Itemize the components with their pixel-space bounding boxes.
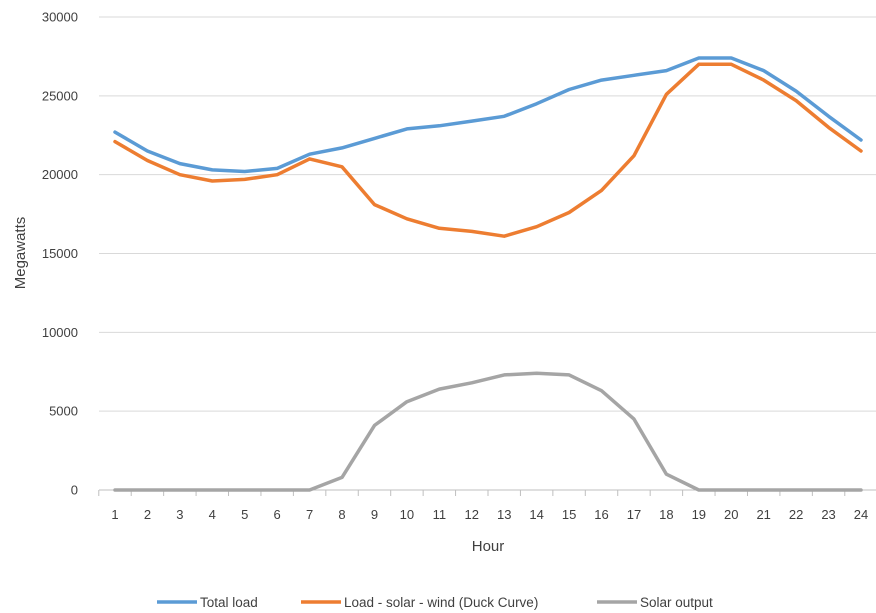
legend-label: Solar output <box>640 595 713 610</box>
series-line-duck-curve <box>113 62 863 238</box>
series-line-solar-output <box>113 371 863 492</box>
x-tick-label: 5 <box>241 507 248 522</box>
x-tick-label: 24 <box>854 507 868 522</box>
x-tick-label: 16 <box>594 507 608 522</box>
x-tick-label: 13 <box>497 507 511 522</box>
y-tick-label: 0 <box>71 483 78 498</box>
y-axis-title: Megawatts <box>12 217 29 290</box>
x-tick-label: 1 <box>111 507 118 522</box>
x-tick-label: 12 <box>465 507 479 522</box>
y-tick-label: 30000 <box>42 10 78 25</box>
x-tick-label: 23 <box>821 507 835 522</box>
y-axis-tick-labels: 0 5000 10000 15000 20000 25000 30000 <box>42 10 78 498</box>
x-tick-label: 21 <box>756 507 770 522</box>
x-tick-label: 9 <box>371 507 378 522</box>
legend: Total load Load - solar - wind (Duck Curv… <box>157 595 713 610</box>
x-tick-label: 15 <box>562 507 576 522</box>
x-tick-label: 3 <box>176 507 183 522</box>
x-axis-title: Hour <box>472 538 505 555</box>
x-tick-label: 20 <box>724 507 738 522</box>
x-tick-label: 22 <box>789 507 803 522</box>
legend-label: Total load <box>200 595 258 610</box>
gridlines <box>99 16 876 412</box>
x-tick-label: 4 <box>209 507 216 522</box>
x-tick-label: 7 <box>306 507 313 522</box>
x-tick-label: 6 <box>274 507 281 522</box>
series-lines <box>113 56 863 492</box>
y-tick-label: 5000 <box>49 404 78 419</box>
x-tick-label: 19 <box>692 507 706 522</box>
x-tick-label: 2 <box>144 507 151 522</box>
y-tick-label: 25000 <box>42 88 78 103</box>
y-tick-label: 10000 <box>42 325 78 340</box>
y-tick-label: 15000 <box>42 246 78 261</box>
y-tick-label: 20000 <box>42 167 78 182</box>
series-line-total-load <box>113 56 863 174</box>
x-tick-label: 11 <box>433 507 447 522</box>
x-tick-label: 10 <box>400 507 414 522</box>
x-tick-label: 18 <box>659 507 673 522</box>
x-tick-label: 17 <box>627 507 641 522</box>
legend-label: Load - solar - wind (Duck Curve) <box>344 595 538 610</box>
x-axis: 1 2 3 4 5 6 7 8 9 10 11 12 13 14 15 16 17 18 19 20 21 22 23 24 <box>98 489 876 522</box>
x-tick-label: 14 <box>529 507 543 522</box>
x-tick-label: 8 <box>338 507 345 522</box>
